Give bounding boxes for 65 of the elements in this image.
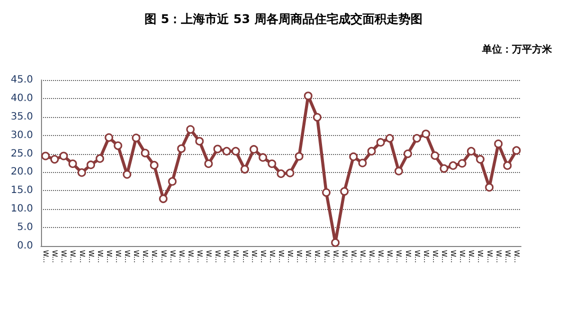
point	[294, 152, 304, 161]
y-tick-label: 10.0	[10, 204, 33, 215]
point	[78, 168, 86, 177]
y-tick-label: 5.0	[17, 222, 33, 234]
point	[159, 194, 168, 204]
point	[286, 168, 294, 178]
point	[213, 144, 222, 154]
point	[150, 160, 158, 170]
point	[132, 134, 140, 142]
point	[322, 188, 331, 197]
point	[448, 161, 458, 170]
point	[349, 152, 358, 161]
point	[494, 140, 503, 148]
point	[312, 113, 322, 122]
chart-subtitle: 单位：万平方米	[481, 44, 553, 56]
point	[376, 138, 385, 147]
point	[404, 150, 412, 158]
point	[104, 133, 114, 142]
y-tick-label: 40.0	[10, 92, 33, 104]
point	[240, 165, 250, 174]
point	[59, 152, 68, 160]
point	[340, 187, 349, 196]
point	[394, 166, 403, 176]
y-tick-label: 35.0	[10, 111, 33, 122]
point	[503, 161, 512, 170]
point	[367, 146, 376, 156]
point	[50, 155, 59, 164]
point	[204, 159, 213, 168]
point	[68, 159, 77, 168]
point	[222, 146, 231, 156]
point	[86, 160, 96, 170]
y-tick-label: 20.0	[10, 166, 33, 178]
y-tick-label: 25.0	[10, 148, 33, 160]
point	[422, 130, 430, 138]
point	[385, 134, 394, 143]
point	[186, 125, 195, 134]
y-tick-label: 30.0	[10, 130, 33, 141]
point	[476, 155, 484, 164]
point	[140, 148, 150, 158]
point	[440, 164, 448, 173]
point	[304, 92, 312, 100]
point	[485, 183, 494, 192]
y-tick-label: 0.0	[17, 240, 33, 252]
point	[195, 136, 204, 146]
point	[168, 177, 177, 186]
point	[458, 159, 466, 168]
point	[512, 146, 521, 155]
point	[258, 153, 268, 162]
point	[276, 169, 286, 178]
point	[466, 146, 476, 156]
point	[358, 158, 367, 168]
point	[412, 134, 422, 143]
point	[177, 144, 186, 153]
point	[331, 238, 340, 247]
point	[96, 154, 104, 163]
point	[41, 152, 50, 160]
y-tick-label: 15.0	[10, 185, 33, 196]
y-tick-label: 45.0	[10, 74, 33, 86]
point	[114, 141, 122, 150]
point	[231, 146, 240, 156]
point	[430, 151, 440, 160]
chart-title: 图 5：上海市近 53 周各周商品住宅成交面积走势图	[144, 12, 422, 26]
point	[250, 145, 258, 154]
point	[122, 170, 132, 179]
point	[268, 159, 276, 168]
